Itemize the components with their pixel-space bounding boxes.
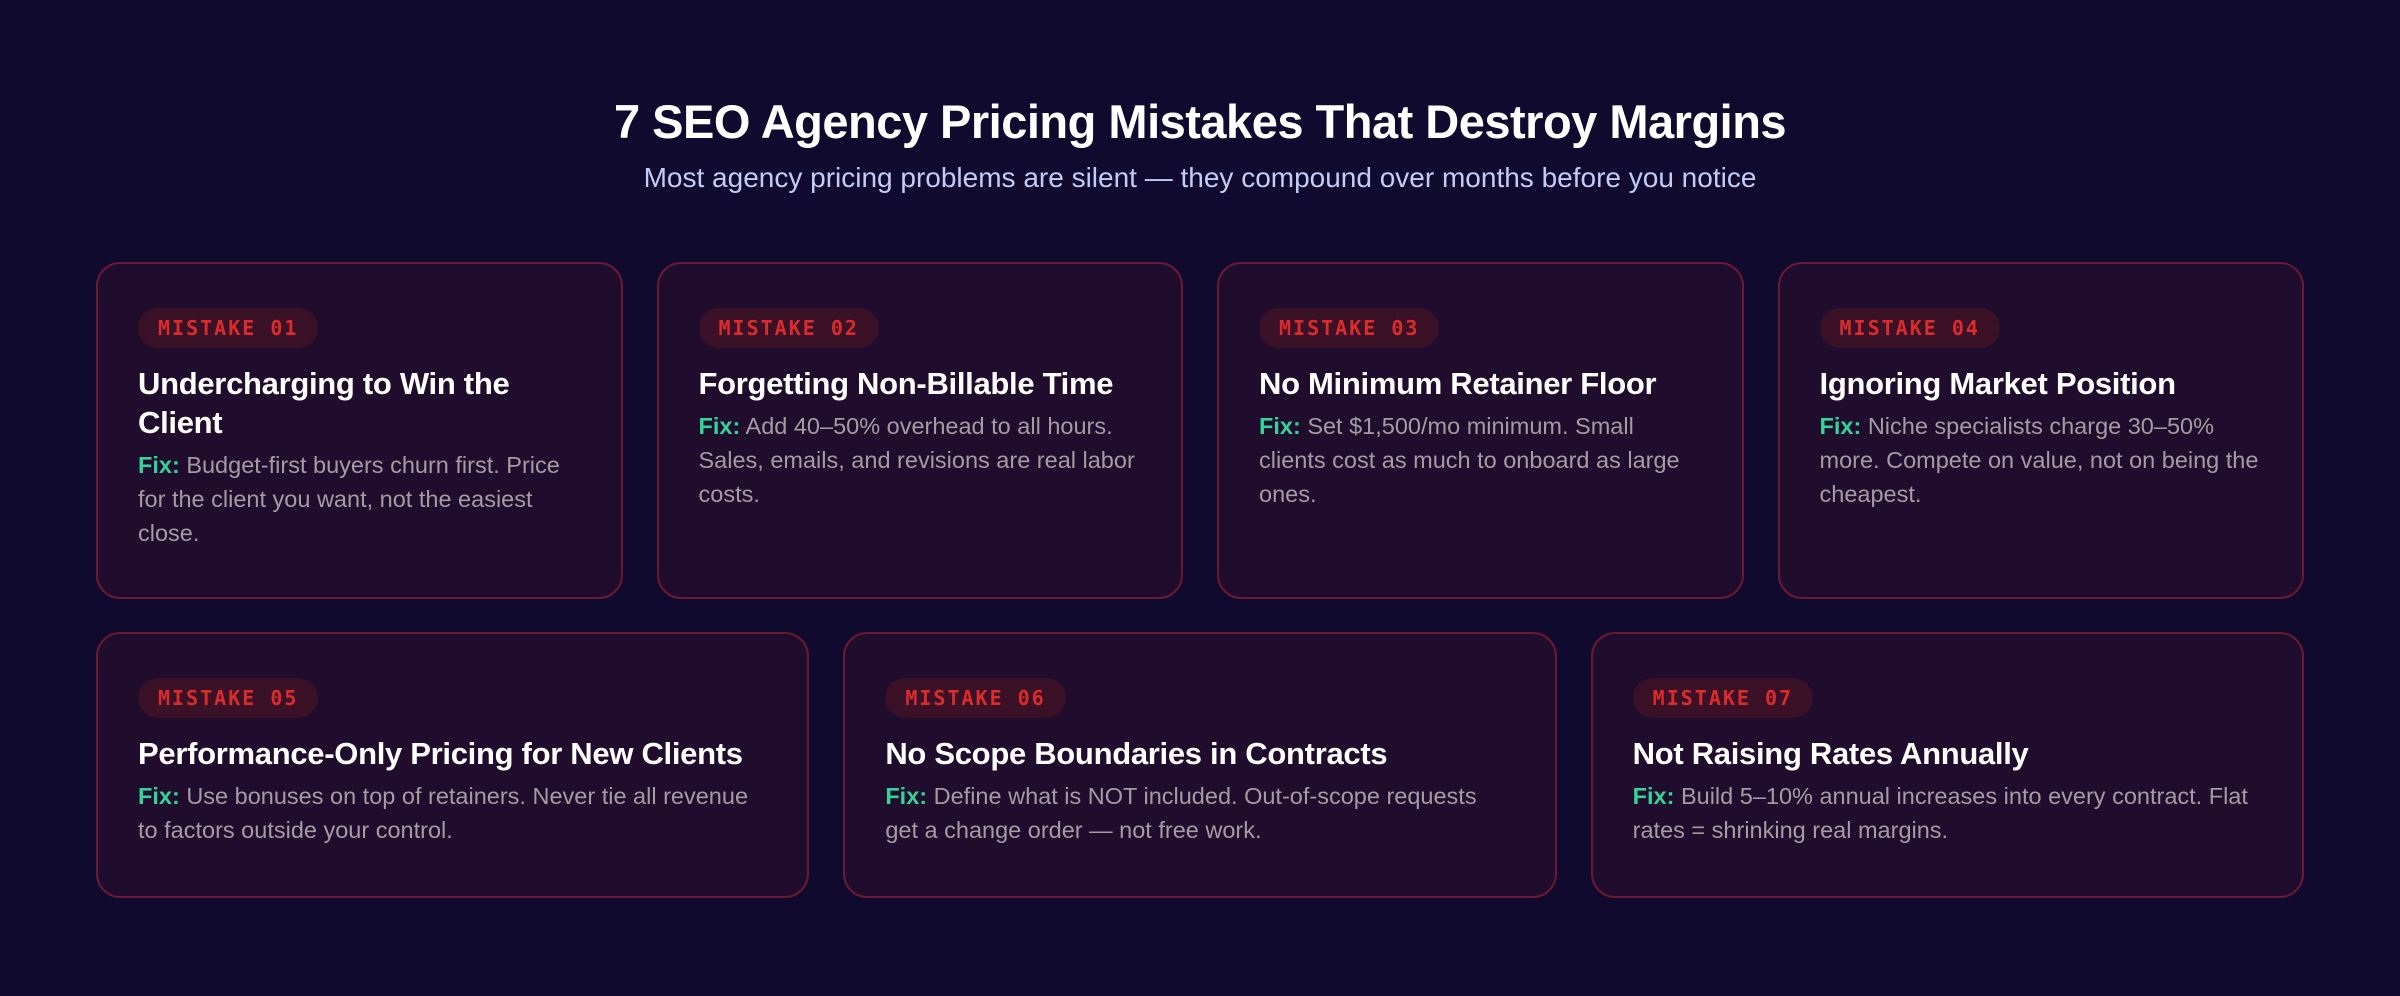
- fix-label: Fix:: [885, 783, 928, 809]
- fix-text: Define what is NOT included. Out-of-scop…: [885, 783, 1477, 843]
- mistake-badge: MISTAKE 04: [1819, 308, 2000, 348]
- mistake-fix: Fix: Use bonuses on top of retainers. Ne…: [138, 779, 767, 847]
- fix-text: Use bonuses on top of retainers. Never t…: [138, 783, 749, 843]
- fix-label: Fix:: [698, 413, 741, 439]
- mistake-card-06: MISTAKE 06 No Scope Boundaries in Contra…: [843, 632, 1557, 898]
- mistake-fix: Fix: Set $1,500/mo minimum. Small client…: [1259, 409, 1702, 511]
- mistake-card-04: MISTAKE 04 Ignoring Market Position Fix:…: [1777, 262, 2304, 599]
- mistake-fix: Fix: Budget-first buyers churn first. Pr…: [138, 448, 581, 550]
- page-title: 7 SEO Agency Pricing Mistakes That Destr…: [613, 95, 1787, 148]
- mistake-card-07: MISTAKE 07 Not Raising Rates Annually Fi…: [1590, 632, 2304, 898]
- mistake-badge: MISTAKE 01: [138, 308, 319, 348]
- mistake-fix: Fix: Niche specialists charge 30–50% mor…: [1820, 409, 2263, 511]
- fix-text: Set $1,500/mo minimum. Small clients cos…: [1259, 413, 1680, 507]
- mistake-card-01: MISTAKE 01 Undercharging to Win the Clie…: [96, 262, 623, 599]
- fix-label: Fix:: [1632, 783, 1675, 809]
- fix-text: Niche specialists charge 30–50% more. Co…: [1819, 413, 2259, 507]
- mistake-card-03: MISTAKE 03 No Minimum Retainer Floor Fix…: [1217, 262, 1744, 599]
- mistake-title: Forgetting Non-Billable Time: [698, 366, 1114, 401]
- mistake-fix: Fix: Define what is NOT included. Out-of…: [885, 779, 1514, 847]
- fix-label: Fix:: [1259, 413, 1301, 439]
- mistake-title: Performance-Only Pricing for New Clients: [138, 736, 743, 771]
- fix-text: Add 40–50% overhead to all hours. Sales,…: [698, 413, 1135, 507]
- mistake-badge: MISTAKE 07: [1632, 678, 1814, 718]
- mistake-card-02: MISTAKE 02 Forgetting Non-Billable Time …: [656, 262, 1183, 599]
- mistake-title: Undercharging to Win the Client: [138, 366, 510, 440]
- fix-text: Budget-first buyers churn first. Price f…: [138, 452, 560, 546]
- mistake-fix: Fix: Add 40–50% overhead to all hours. S…: [699, 409, 1142, 511]
- mistake-title: No Scope Boundaries in Contracts: [885, 736, 1388, 771]
- mistake-badge: MISTAKE 06: [885, 678, 1066, 718]
- mistake-title: Ignoring Market Position: [1819, 366, 2177, 401]
- fix-label: Fix:: [138, 452, 180, 478]
- mistakes-row-1: MISTAKE 01 Undercharging to Win the Clie…: [96, 262, 2304, 599]
- fix-text: Build 5–10% annual increases into every …: [1632, 783, 2248, 843]
- mistake-card-05: MISTAKE 05 Performance-Only Pricing for …: [96, 632, 810, 898]
- mistake-title: Not Raising Rates Annually: [1632, 736, 2029, 771]
- mistake-title: No Minimum Retainer Floor: [1259, 366, 1657, 401]
- mistakes-row-2: MISTAKE 05 Performance-Only Pricing for …: [96, 632, 2304, 898]
- fix-label: Fix:: [1819, 413, 1862, 439]
- mistake-badge: MISTAKE 03: [1259, 308, 1440, 348]
- mistake-badge: MISTAKE 05: [138, 678, 319, 718]
- mistake-fix: Fix: Build 5–10% annual increases into e…: [1633, 779, 2262, 847]
- header: 7 SEO Agency Pricing Mistakes That Destr…: [0, 94, 2400, 196]
- fix-label: Fix:: [138, 783, 180, 809]
- page-subtitle: Most agency pricing problems are silent …: [643, 162, 1757, 193]
- mistake-badge: MISTAKE 02: [698, 308, 879, 348]
